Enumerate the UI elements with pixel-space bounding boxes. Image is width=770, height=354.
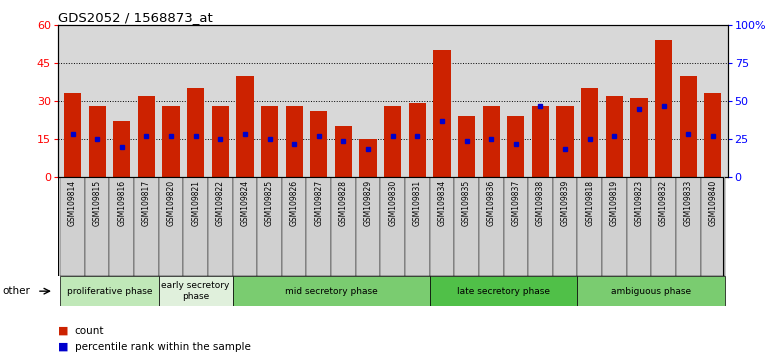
- Text: GSM109817: GSM109817: [142, 180, 151, 226]
- Bar: [655, 40, 672, 177]
- Bar: [236, 75, 253, 177]
- Text: GSM109828: GSM109828: [339, 180, 348, 226]
- Bar: [606, 96, 623, 177]
- Bar: [434, 50, 450, 177]
- Bar: [581, 88, 598, 177]
- Bar: [134, 177, 159, 276]
- Text: GSM109814: GSM109814: [68, 180, 77, 226]
- Bar: [208, 177, 233, 276]
- Text: GSM109825: GSM109825: [265, 180, 274, 226]
- Bar: [360, 139, 377, 177]
- Text: GSM109838: GSM109838: [536, 180, 545, 226]
- Bar: [430, 276, 578, 306]
- Bar: [578, 276, 725, 306]
- Text: GSM109827: GSM109827: [314, 180, 323, 226]
- Text: early secretory
phase: early secretory phase: [162, 281, 230, 301]
- Bar: [528, 177, 553, 276]
- Text: GSM109826: GSM109826: [290, 180, 299, 226]
- Text: GSM109834: GSM109834: [437, 180, 447, 226]
- Text: percentile rank within the sample: percentile rank within the sample: [75, 342, 250, 352]
- Bar: [705, 93, 721, 177]
- Bar: [335, 126, 352, 177]
- Bar: [701, 177, 725, 276]
- Text: GSM109835: GSM109835: [462, 180, 471, 226]
- Bar: [532, 106, 549, 177]
- Bar: [113, 121, 130, 177]
- Bar: [183, 177, 208, 276]
- Bar: [578, 177, 602, 276]
- Text: other: other: [2, 286, 30, 296]
- Bar: [384, 106, 401, 177]
- Text: GSM109821: GSM109821: [191, 180, 200, 226]
- Text: GSM109818: GSM109818: [585, 180, 594, 226]
- Bar: [380, 177, 405, 276]
- Bar: [553, 177, 578, 276]
- Text: GSM109816: GSM109816: [117, 180, 126, 226]
- Bar: [405, 177, 430, 276]
- Bar: [85, 177, 109, 276]
- Text: GSM109831: GSM109831: [413, 180, 422, 226]
- Bar: [627, 177, 651, 276]
- Text: GSM109823: GSM109823: [634, 180, 644, 226]
- Text: GSM109824: GSM109824: [240, 180, 249, 226]
- Bar: [454, 177, 479, 276]
- Text: GSM109822: GSM109822: [216, 180, 225, 226]
- Text: GSM109829: GSM109829: [363, 180, 373, 226]
- Bar: [676, 177, 701, 276]
- Text: GSM109832: GSM109832: [659, 180, 668, 226]
- Bar: [257, 177, 282, 276]
- Text: ■: ■: [58, 326, 69, 336]
- Text: GSM109836: GSM109836: [487, 180, 496, 226]
- Text: proliferative phase: proliferative phase: [67, 287, 152, 296]
- Bar: [64, 93, 81, 177]
- Bar: [212, 106, 229, 177]
- Bar: [479, 177, 504, 276]
- Text: ■: ■: [58, 342, 69, 352]
- Text: mid secretory phase: mid secretory phase: [285, 287, 377, 296]
- Text: late secretory phase: late secretory phase: [457, 287, 550, 296]
- Bar: [261, 106, 278, 177]
- Bar: [233, 276, 430, 306]
- Bar: [631, 98, 648, 177]
- Bar: [282, 177, 306, 276]
- Text: ambiguous phase: ambiguous phase: [611, 287, 691, 296]
- Bar: [187, 88, 204, 177]
- Text: GSM109839: GSM109839: [561, 180, 570, 226]
- Bar: [409, 103, 426, 177]
- Text: count: count: [75, 326, 104, 336]
- Bar: [557, 106, 574, 177]
- Text: GSM109840: GSM109840: [708, 180, 718, 226]
- Bar: [159, 276, 233, 306]
- Bar: [602, 177, 627, 276]
- Bar: [89, 106, 105, 177]
- Bar: [651, 177, 676, 276]
- Bar: [286, 106, 303, 177]
- Text: GDS2052 / 1568873_at: GDS2052 / 1568873_at: [58, 11, 213, 24]
- Text: GSM109820: GSM109820: [166, 180, 176, 226]
- Bar: [60, 276, 159, 306]
- Text: GSM109819: GSM109819: [610, 180, 619, 226]
- Bar: [310, 111, 327, 177]
- Bar: [331, 177, 356, 276]
- Bar: [159, 177, 183, 276]
- Bar: [60, 177, 85, 276]
- Text: GSM109830: GSM109830: [388, 180, 397, 226]
- Text: GSM109815: GSM109815: [92, 180, 102, 226]
- Bar: [138, 96, 155, 177]
- Bar: [507, 116, 524, 177]
- Text: GSM109837: GSM109837: [511, 180, 521, 226]
- Bar: [233, 177, 257, 276]
- Bar: [504, 177, 528, 276]
- Text: GSM109833: GSM109833: [684, 180, 693, 226]
- Bar: [162, 106, 179, 177]
- Bar: [306, 177, 331, 276]
- Bar: [680, 75, 697, 177]
- Bar: [430, 177, 454, 276]
- Bar: [356, 177, 380, 276]
- Bar: [109, 177, 134, 276]
- Bar: [458, 116, 475, 177]
- Bar: [483, 106, 500, 177]
